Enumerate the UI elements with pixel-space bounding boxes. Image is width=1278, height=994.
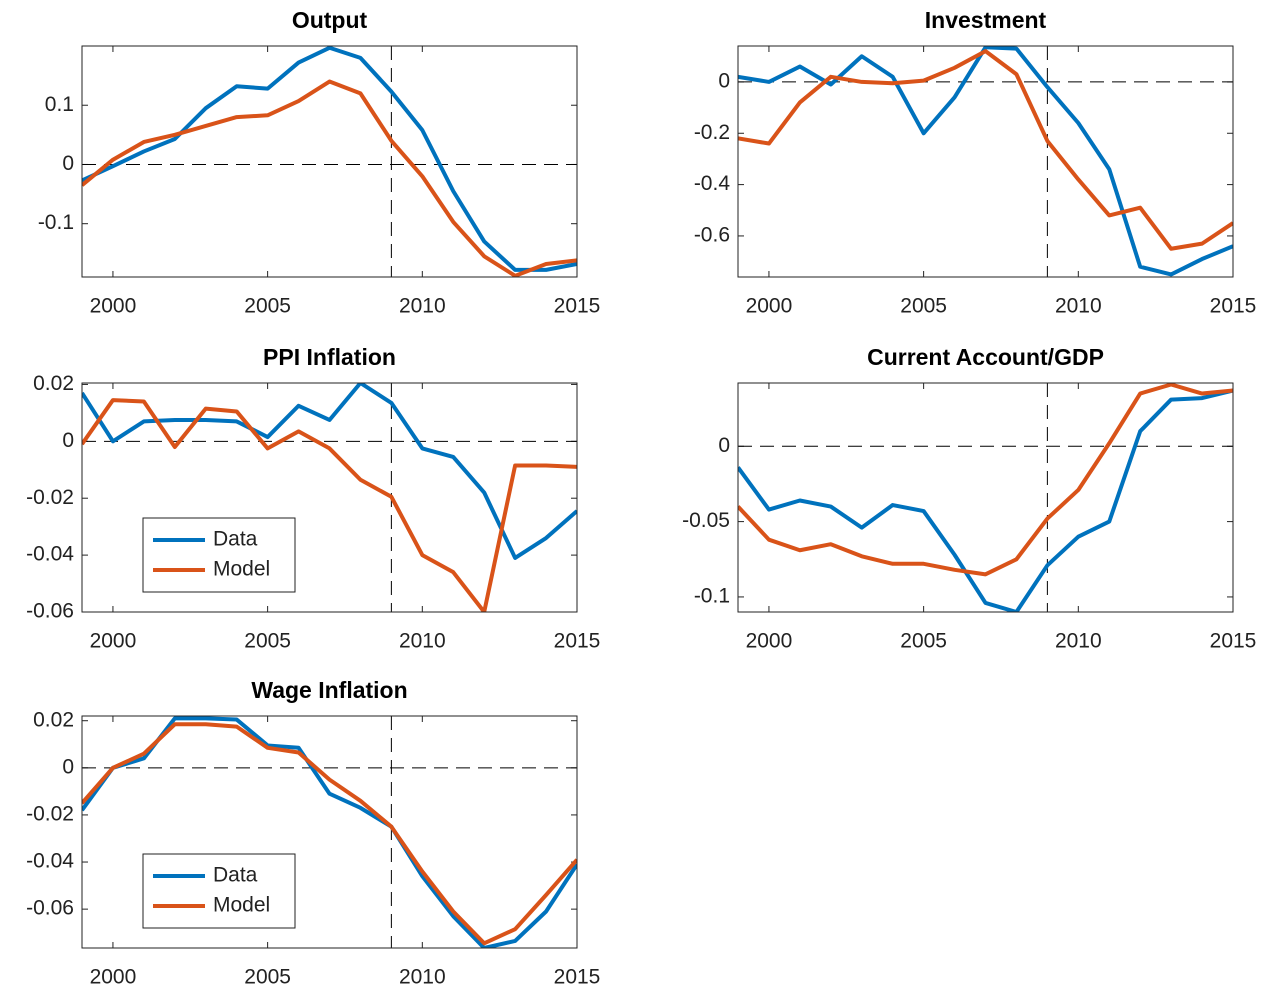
data-line	[82, 398, 577, 612]
subplot: Current Account/GDP -0.1 -0.05 0 2000 2005 201…	[682, 344, 1256, 652]
y-tick-label: -0.4	[694, 172, 731, 195]
axes-box	[81, 45, 578, 278]
x-tick-label: 2010	[1055, 630, 1102, 653]
legend-label: Data	[213, 528, 258, 551]
subplot-title: Investment	[925, 7, 1047, 33]
y-tick-label: 0.1	[45, 93, 74, 116]
legend-label: Model	[213, 558, 270, 581]
legend-box	[142, 517, 296, 593]
data-line	[738, 49, 1233, 251]
x-tick-label: 2015	[554, 630, 601, 653]
axes-box	[737, 45, 1234, 278]
x-tick-label: 2005	[244, 630, 291, 653]
x-tick-label: 2010	[399, 295, 446, 318]
x-tick-label: 2000	[90, 630, 137, 653]
y-tick-label: 0.02	[33, 372, 74, 395]
lines	[738, 46, 1233, 277]
x-tick-label: 2000	[746, 295, 793, 318]
data-line	[738, 388, 1233, 612]
y-tick-label: 0	[718, 434, 730, 457]
x-tick-label: 2005	[900, 630, 947, 653]
subplot: Investment -0.6 -0.4 -0.2 0 2000 2005 2010 2015	[694, 7, 1257, 317]
y-tick-label: -0.2	[694, 121, 730, 144]
y-tick-label: -0.05	[682, 509, 730, 532]
y-tick-label: -0.1	[38, 211, 74, 234]
data-line	[82, 46, 577, 272]
lines	[738, 383, 1233, 612]
data-line	[82, 79, 577, 277]
x-tick-label: 2000	[746, 630, 793, 653]
y-tick-label: -0.06	[26, 897, 74, 920]
axes-box	[81, 715, 578, 949]
y-tick-label: 0	[62, 152, 74, 175]
data-line	[82, 383, 577, 560]
y-tick-label: 0.02	[33, 708, 74, 731]
x-tick-label: 2015	[554, 295, 601, 318]
legend-label: Data	[213, 864, 258, 887]
x-tick-label: 2010	[399, 630, 446, 653]
subplot: Wage Inflation -0.06 -0.04 -0.02 0 0.02 2000 20…	[26, 677, 600, 988]
x-tick-label: 2010	[399, 966, 446, 989]
x-tick-label: 2000	[90, 966, 137, 989]
data-line	[82, 722, 577, 946]
y-tick-label: 0	[718, 69, 730, 92]
x-tick-label: 2010	[1055, 295, 1102, 318]
legend-label: Model	[213, 894, 270, 917]
subplot: Output -0.1 0 0.1 2000 2005 2010 2015	[38, 7, 601, 317]
axes-box	[81, 382, 578, 613]
subplot: PPI Inflation -0.06 -0.04 -0.02 0 0.02 2000 200…	[26, 344, 600, 652]
y-tick-label: 0	[62, 429, 74, 452]
legend-box	[142, 853, 296, 929]
y-tick-label: -0.02	[26, 802, 74, 825]
subplot-title: Wage Inflation	[251, 677, 407, 703]
lines	[82, 46, 577, 277]
subplot-title: PPI Inflation	[263, 344, 396, 370]
y-tick-label: -0.02	[26, 486, 74, 509]
x-tick-label: 2015	[1210, 630, 1257, 653]
x-tick-label: 2005	[900, 295, 947, 318]
data-line	[738, 46, 1233, 277]
x-tick-label: 2005	[244, 966, 291, 989]
subplot-title: Current Account/GDP	[867, 344, 1104, 370]
lines	[82, 383, 577, 612]
y-tick-label: -0.1	[694, 584, 730, 607]
x-tick-label: 2015	[554, 966, 601, 989]
y-tick-label: -0.6	[694, 223, 730, 246]
y-tick-label: -0.06	[26, 600, 74, 623]
data-line	[738, 383, 1233, 577]
y-tick-label: -0.04	[26, 850, 74, 873]
x-tick-label: 2005	[244, 295, 291, 318]
axes-box	[737, 382, 1234, 613]
x-tick-label: 2015	[1210, 295, 1257, 318]
y-tick-label: 0	[62, 755, 74, 778]
lines	[82, 716, 577, 948]
subplot-title: Output	[292, 7, 368, 33]
x-tick-label: 2000	[90, 295, 137, 318]
y-tick-label: -0.04	[26, 543, 74, 566]
